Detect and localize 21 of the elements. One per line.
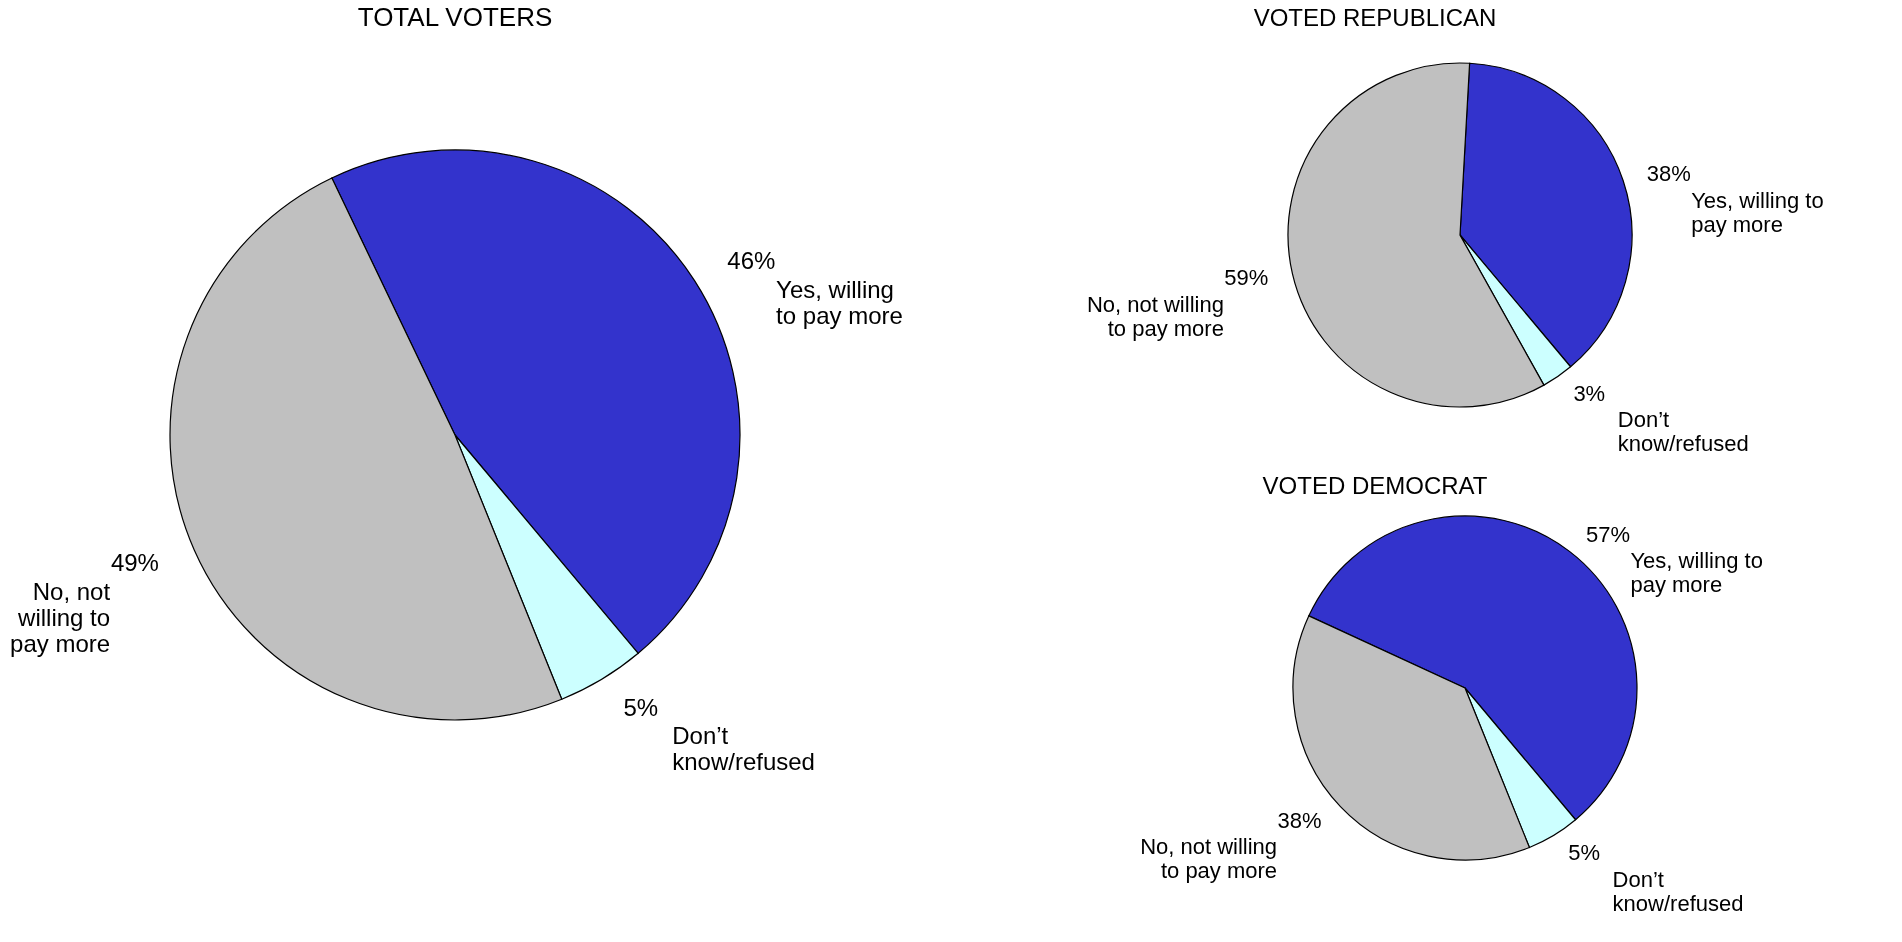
data-label: 49% [110,548,159,576]
data-label: 3% [1573,380,1606,406]
chart-title: VOTED DEMOCRAT [1262,472,1488,499]
data-label: 59% [1224,265,1269,291]
chart-title: VOTED REPUBLICAN [1253,4,1497,31]
slice-label: Don’t know/refused [1612,866,1744,916]
slice-label: Don’t know/refused [672,722,815,776]
slice-label: Yes, willing to pay more [1691,187,1824,237]
slice-label: Yes, willing to pay more [776,275,903,329]
data-label: 46% [727,247,776,275]
slice-label: No, not willing to pay more [1140,834,1278,884]
data-label: 5% [1568,840,1601,866]
chart-title: TOTAL VOTERS [357,2,553,32]
data-label: 5% [623,693,659,721]
slice-label: No, not willing to pay more [1086,291,1224,341]
data-label: 57% [1586,521,1631,547]
slice-label: Don’t know/refused [1617,406,1749,456]
data-label: 38% [1646,161,1691,187]
data-label: 38% [1277,807,1322,833]
slice-label: Yes, willing to pay more [1630,548,1763,598]
slice-label: No, not willing to pay more [10,577,111,657]
